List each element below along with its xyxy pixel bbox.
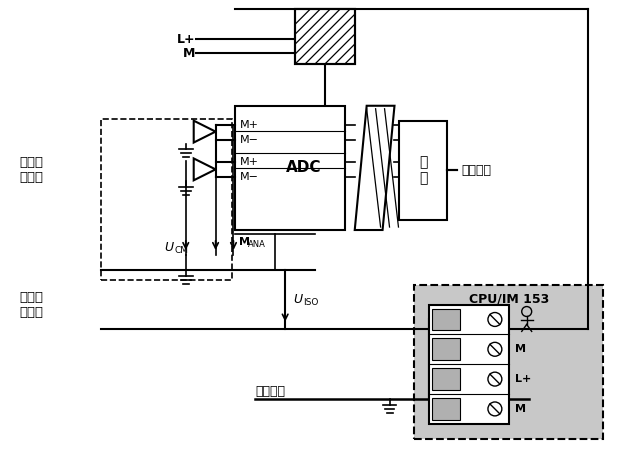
Text: 非隔离
传感器: 非隔离 传感器: [20, 156, 44, 184]
Bar: [429, 305, 509, 424]
Text: ANA: ANA: [248, 240, 266, 250]
Bar: [432, 308, 460, 331]
Text: M: M: [515, 344, 526, 354]
Text: 背板总线: 背板总线: [461, 164, 491, 177]
Text: CPU/IM 153: CPU/IM 153: [469, 292, 549, 305]
Text: M+: M+: [239, 157, 258, 168]
Text: ADC: ADC: [285, 160, 321, 175]
Bar: [399, 121, 447, 220]
Polygon shape: [193, 158, 216, 180]
Bar: [414, 285, 603, 439]
Bar: [295, 9, 355, 64]
Text: 逻
辑: 逻 辑: [419, 155, 427, 186]
Text: $U$: $U$: [164, 241, 175, 254]
Polygon shape: [355, 106, 394, 230]
Text: CM: CM: [175, 246, 189, 256]
Text: M−: M−: [239, 135, 258, 144]
Text: 接地干线: 接地干线: [256, 385, 285, 398]
Bar: [432, 398, 460, 420]
Text: M: M: [515, 404, 526, 414]
Text: L+: L+: [177, 33, 196, 46]
Text: M+: M+: [239, 119, 258, 130]
Bar: [101, 119, 233, 280]
Text: 等电位
连接线: 等电位 连接线: [20, 291, 44, 319]
Text: M: M: [183, 47, 196, 60]
Text: L+: L+: [515, 374, 531, 384]
Bar: [432, 368, 460, 390]
Polygon shape: [193, 121, 216, 143]
Text: $U$: $U$: [293, 293, 304, 306]
Text: M−: M−: [239, 172, 258, 182]
Text: M: M: [239, 237, 251, 247]
Text: ISO: ISO: [303, 298, 318, 307]
Bar: [295, 9, 355, 64]
Bar: [236, 106, 345, 230]
Bar: [432, 338, 460, 360]
